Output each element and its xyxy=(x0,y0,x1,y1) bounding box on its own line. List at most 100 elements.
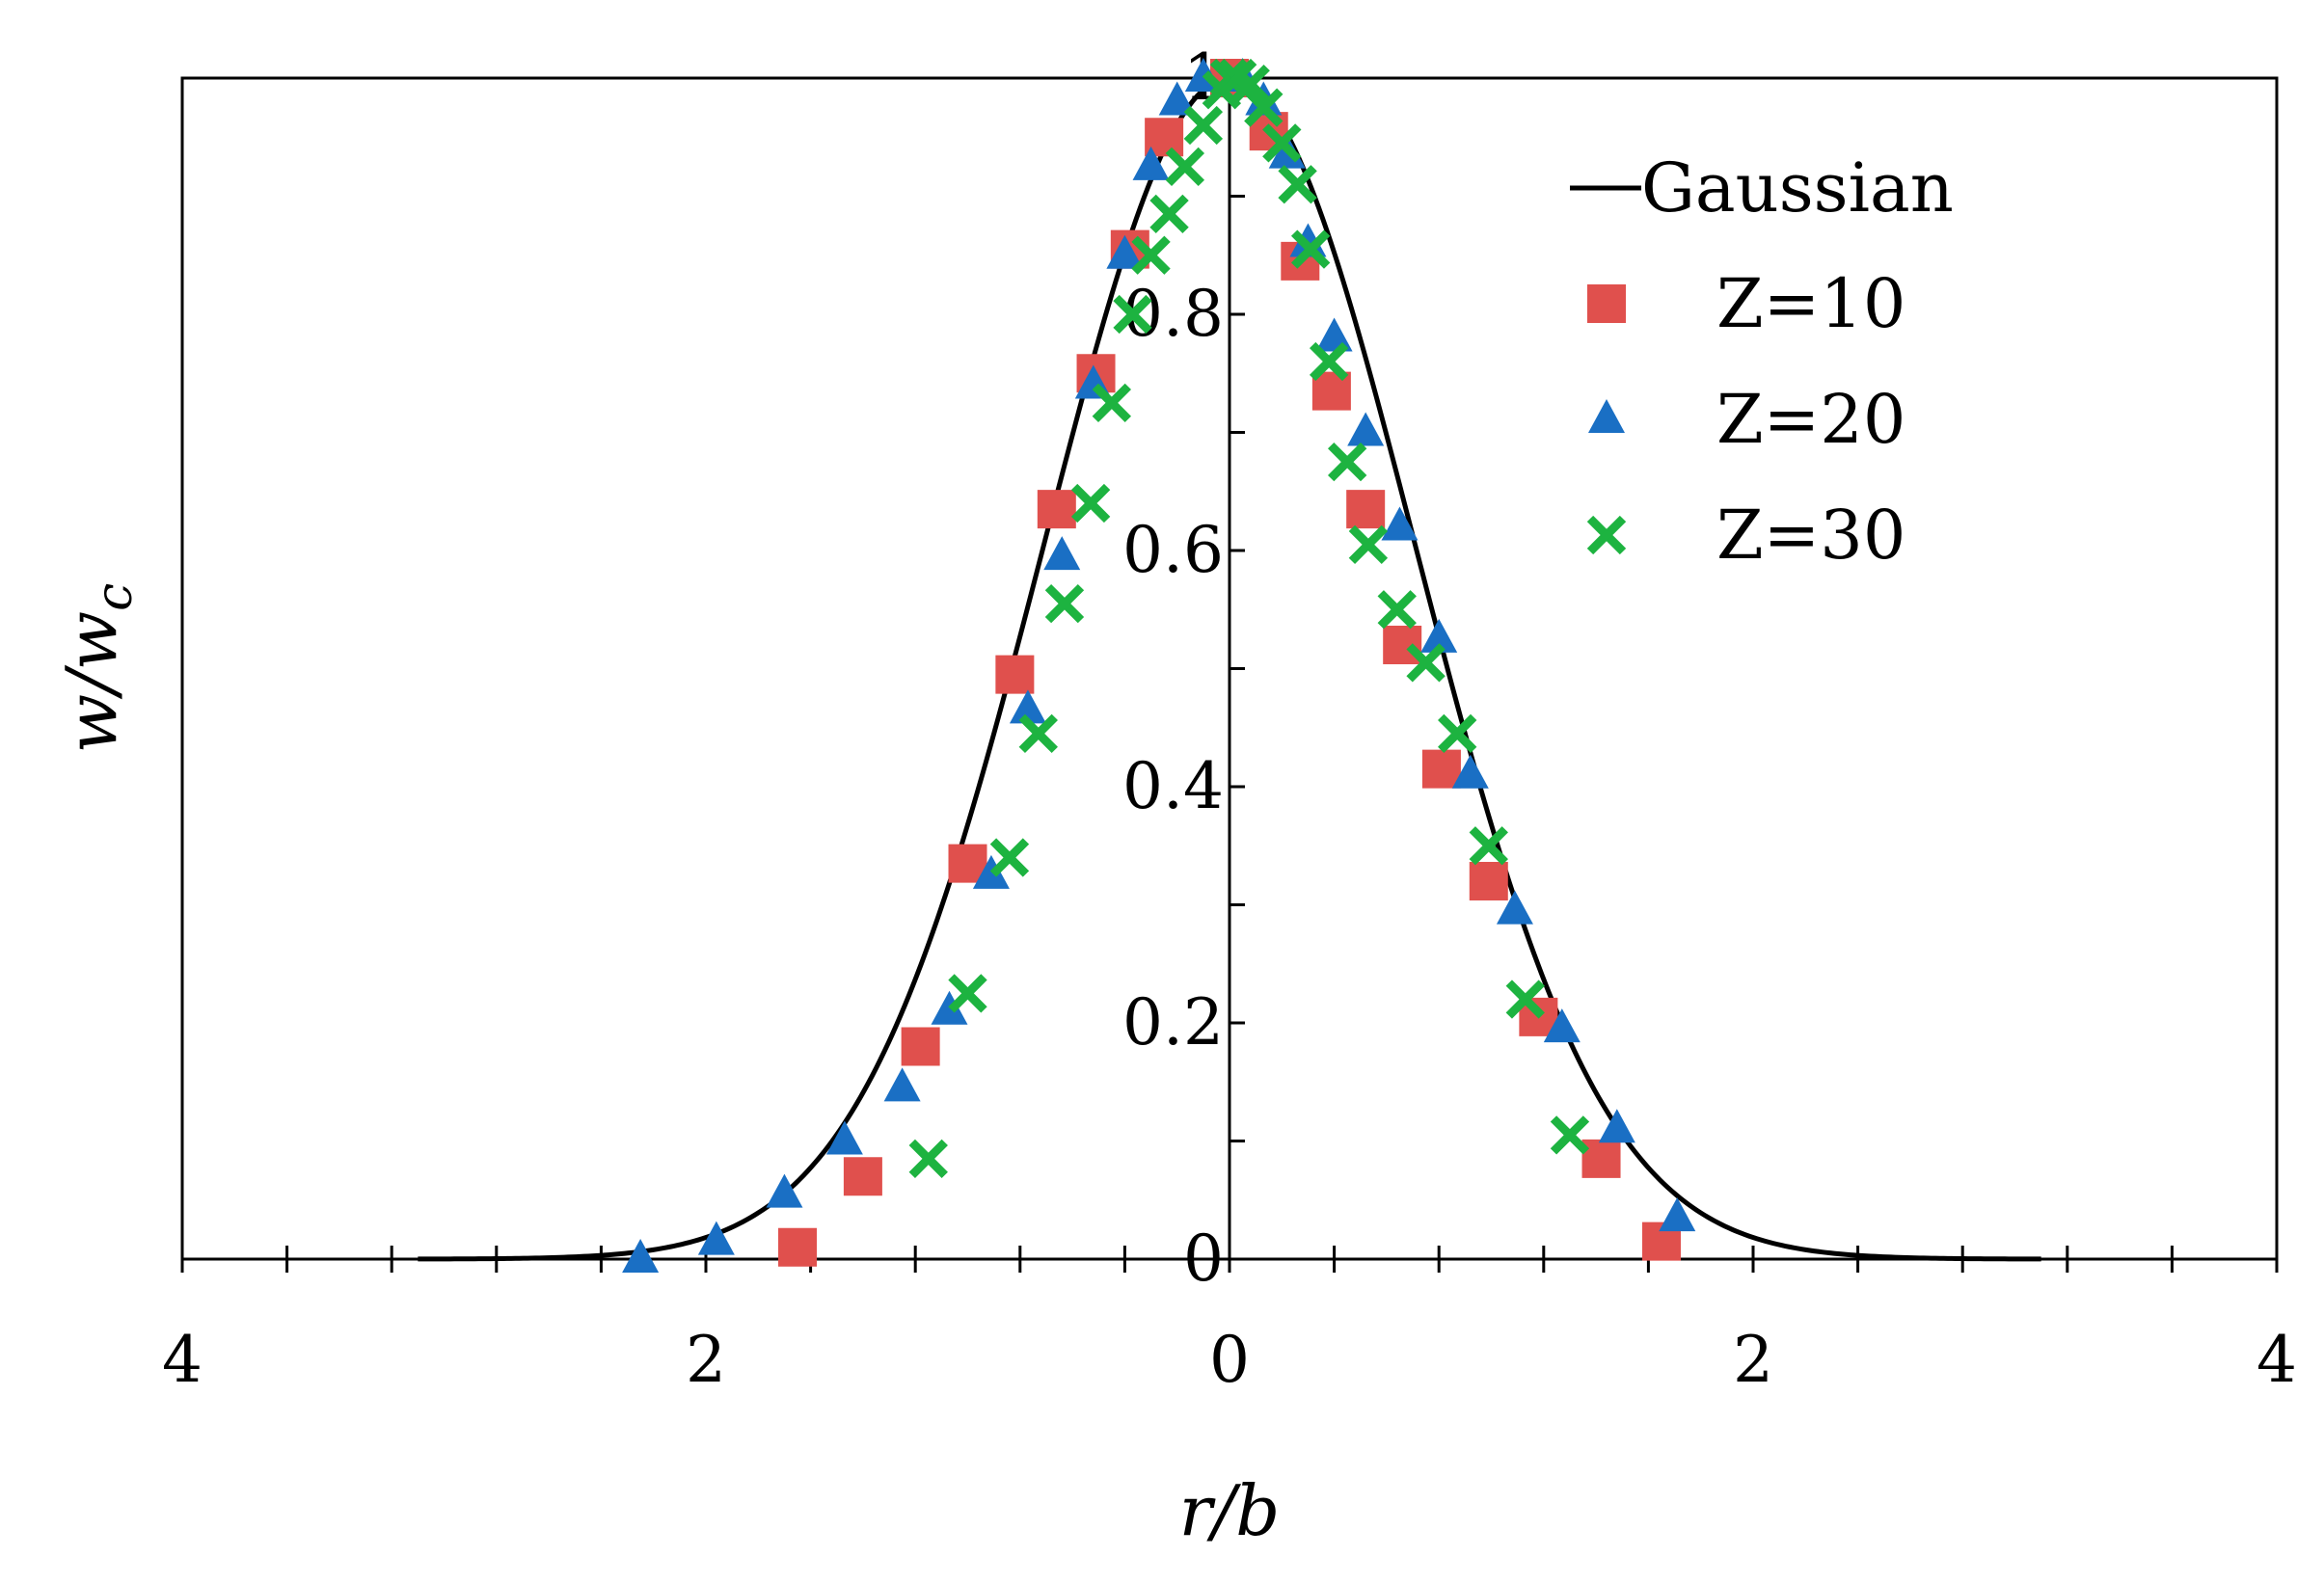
data-point-z-20 xyxy=(1420,618,1458,653)
data-point-z-20 xyxy=(622,1239,660,1273)
data-point-z-10 xyxy=(843,1157,882,1196)
data-point-z-20 xyxy=(766,1173,803,1208)
data-point-z-20 xyxy=(1659,1197,1696,1232)
data-point-z-20 xyxy=(1451,754,1489,789)
data-point-z-20 xyxy=(1315,317,1353,352)
data-point-z-30 xyxy=(1309,341,1349,382)
y-axis-title: w/wc xyxy=(51,583,144,754)
x-marker-stroke xyxy=(1149,194,1189,234)
data-point-z-10 xyxy=(1037,490,1076,529)
data-point-z-30 xyxy=(908,1139,948,1179)
data-point-z-30 xyxy=(1469,826,1508,866)
x-marker-stroke xyxy=(1278,165,1317,204)
data-point-z-20 xyxy=(883,1067,921,1102)
data-point-z-10 xyxy=(1469,862,1508,900)
data-point-z-20 xyxy=(1381,506,1419,541)
data-point-z-30 xyxy=(1327,442,1367,482)
x-marker-stroke xyxy=(1209,58,1250,98)
data-point-z-10 xyxy=(901,1027,940,1066)
markers-layer xyxy=(622,58,1696,1273)
x-marker-stroke xyxy=(1230,64,1270,104)
y-tick-label: 0.4 xyxy=(1122,749,1224,823)
x-marker-stroke xyxy=(1309,341,1349,382)
legend: Gaussian Z=10 Z=20 Z=30 xyxy=(1570,148,1954,575)
data-point-z-20 xyxy=(1132,146,1170,180)
x-marker-stroke xyxy=(1505,980,1545,1019)
data-point-z-20 xyxy=(1158,81,1196,116)
axes xyxy=(180,76,2279,1273)
data-point-z-30 xyxy=(989,838,1030,877)
legend-label-z-20: Z=20 xyxy=(1716,380,1905,459)
data-point-z-30 xyxy=(1044,583,1085,624)
data-point-z-30 xyxy=(1018,713,1058,754)
legend-swatch-z-20 xyxy=(1588,399,1625,433)
data-point-z-20 xyxy=(1009,689,1046,724)
data-point-z-30 xyxy=(1092,383,1132,423)
data-point-z-30 xyxy=(1438,713,1477,754)
data-point-z-10 xyxy=(995,655,1035,694)
y-tick-label: 0.8 xyxy=(1122,277,1224,351)
data-point-z-30 xyxy=(1348,524,1389,565)
legend-label-z-10: Z=10 xyxy=(1716,264,1905,343)
data-point-z-30 xyxy=(1113,294,1152,335)
data-point-z-30 xyxy=(1505,980,1545,1019)
x-marker-stroke xyxy=(1044,583,1085,624)
data-point-z-20 xyxy=(1543,1008,1581,1043)
x-tick-label: 2 xyxy=(686,1323,726,1397)
x-tick-label: 4 xyxy=(162,1323,203,1397)
data-point-z-20 xyxy=(1043,536,1081,571)
x-marker-stroke xyxy=(1092,383,1132,423)
x-tick-label: 0 xyxy=(1209,1323,1250,1397)
y-tick-label: 0.2 xyxy=(1122,985,1224,1060)
x-marker-stroke xyxy=(1469,826,1508,866)
data-point-z-20 xyxy=(1106,234,1144,269)
x-marker-stroke xyxy=(1262,123,1302,163)
x-marker-stroke xyxy=(1586,515,1627,555)
data-point-z-10 xyxy=(1346,490,1386,529)
data-point-z-30 xyxy=(1262,123,1302,163)
data-point-z-30 xyxy=(1278,165,1317,204)
legend-swatch-z-10 xyxy=(1587,284,1626,323)
data-point-z-30 xyxy=(1377,590,1417,630)
x-marker-stroke xyxy=(908,1139,948,1179)
data-point-z-20 xyxy=(1598,1109,1635,1143)
x-marker-stroke xyxy=(1550,1115,1590,1155)
data-point-z-30 xyxy=(1149,194,1189,234)
data-point-z-20 xyxy=(697,1221,735,1255)
data-point-z-30 xyxy=(1244,88,1284,127)
legend-label-gaussian: Gaussian xyxy=(1641,148,1954,228)
x-marker-stroke xyxy=(1438,713,1477,754)
x-marker-stroke xyxy=(1183,105,1224,146)
legend-label-z-30: Z=30 xyxy=(1716,496,1905,575)
data-point-z-30 xyxy=(1290,229,1331,269)
x-marker-stroke xyxy=(1070,483,1111,524)
x-marker-stroke xyxy=(1244,88,1284,127)
data-point-z-30 xyxy=(1070,483,1111,524)
data-point-z-10 xyxy=(1581,1139,1621,1178)
data-point-z-20 xyxy=(1347,412,1385,446)
x-marker-stroke xyxy=(1165,147,1205,187)
x-marker-stroke xyxy=(1406,643,1446,683)
x-marker-stroke xyxy=(1018,713,1058,754)
x-marker-stroke xyxy=(1131,235,1171,275)
x-marker-stroke xyxy=(1327,442,1367,482)
x-marker-stroke xyxy=(1348,524,1389,565)
data-point-z-30 xyxy=(1183,105,1224,146)
data-point-z-30 xyxy=(1230,64,1270,104)
x-marker-stroke xyxy=(1377,590,1417,630)
data-point-z-10 xyxy=(778,1227,818,1267)
y-axis-title-subscript: c xyxy=(86,583,144,611)
y-axis-title-main: w/w xyxy=(51,611,132,754)
data-point-z-20 xyxy=(825,1120,863,1155)
y-tick-label: 0.6 xyxy=(1122,513,1224,587)
x-marker-stroke xyxy=(1113,294,1152,335)
x-tick-label: 2 xyxy=(1733,1323,1773,1397)
data-point-z-30 xyxy=(1406,643,1446,683)
x-marker-stroke xyxy=(1290,229,1331,269)
data-point-z-30 xyxy=(1550,1115,1590,1155)
data-point-z-30 xyxy=(948,974,987,1013)
x-marker-stroke xyxy=(1217,58,1257,98)
data-point-z-10 xyxy=(1421,749,1461,789)
